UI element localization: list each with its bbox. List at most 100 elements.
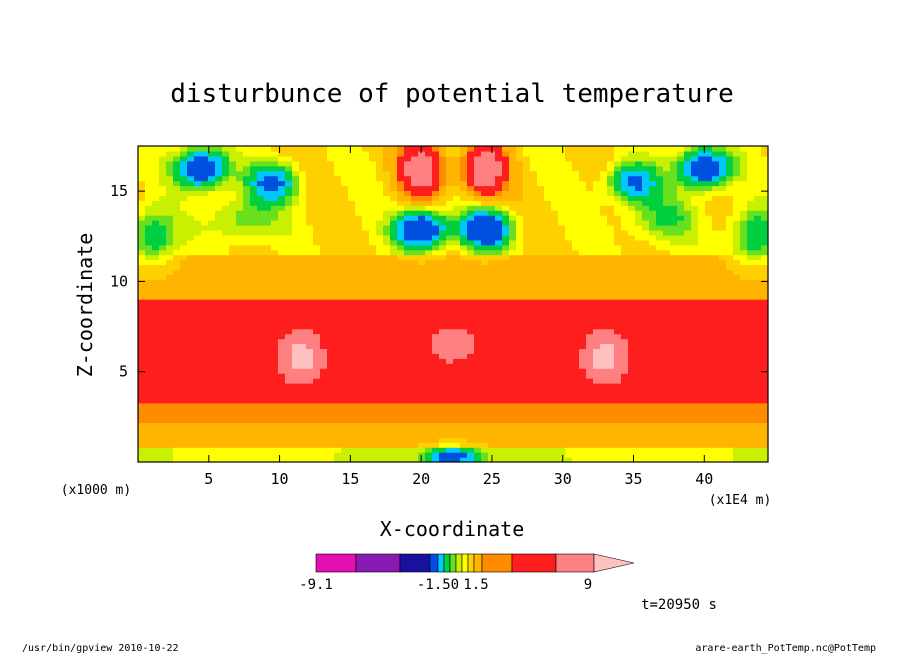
- contour-cell: [411, 368, 419, 374]
- contour-cell: [453, 427, 461, 433]
- contour-cell: [208, 333, 216, 340]
- contour-cell: [201, 259, 209, 266]
- contour-cell: [593, 442, 601, 448]
- contour-cell: [495, 387, 503, 394]
- contour-cell: [551, 373, 559, 379]
- contour-cell: [677, 442, 685, 448]
- contour-cell: [537, 383, 545, 389]
- contour-cell: [278, 146, 286, 152]
- contour-cell: [502, 343, 510, 350]
- contour-cell: [530, 363, 538, 369]
- contour-cell: [215, 249, 223, 256]
- contour-cell: [306, 150, 314, 157]
- contour-cell: [523, 155, 531, 162]
- contour-cell: [530, 279, 538, 285]
- contour-cell: [201, 397, 209, 404]
- contour-cell: [607, 323, 615, 330]
- contour-cell: [334, 412, 342, 419]
- contour-cell: [537, 392, 545, 399]
- contour-cell: [334, 279, 342, 285]
- contour-cell: [320, 412, 328, 419]
- contour-cell: [670, 358, 678, 364]
- contour-cell: [194, 205, 202, 211]
- contour-cell: [397, 146, 405, 152]
- contour-cell: [376, 373, 384, 379]
- contour-cell: [488, 195, 496, 201]
- contour-cell: [145, 205, 153, 211]
- contour-cell: [348, 392, 356, 399]
- contour-cell: [537, 294, 545, 300]
- contour-cell: [397, 200, 405, 206]
- contour-cell: [649, 190, 657, 196]
- contour-cell: [446, 313, 454, 320]
- contour-cell: [495, 397, 503, 404]
- contour-cell: [362, 437, 370, 443]
- contour-cell: [572, 200, 580, 206]
- contour-cell: [551, 308, 559, 315]
- contour-cell: [180, 392, 188, 399]
- contour-cell: [320, 333, 328, 340]
- contour-cell: [509, 299, 517, 305]
- contour-cell: [236, 402, 244, 409]
- contour-cell: [222, 432, 230, 438]
- contour-cell: [635, 383, 643, 389]
- contour-cell: [236, 185, 244, 192]
- contour-cell: [642, 200, 650, 206]
- contour-cell: [187, 220, 195, 226]
- contour-cell: [257, 180, 265, 187]
- contour-cell: [397, 368, 405, 374]
- contour-cell: [593, 170, 601, 177]
- contour-cell: [320, 387, 328, 394]
- contour-cell: [236, 358, 244, 364]
- contour-cell: [327, 378, 335, 384]
- contour-cell: [264, 318, 272, 325]
- contour-cell: [348, 195, 356, 201]
- contour-cell: [537, 442, 545, 448]
- contour-cell: [558, 284, 566, 290]
- contour-cell: [677, 343, 685, 350]
- contour-cell: [334, 289, 342, 295]
- contour-cell: [432, 200, 440, 206]
- contour-cell: [530, 333, 538, 340]
- contour-cell: [663, 417, 671, 424]
- contour-cell: [467, 383, 475, 389]
- contour-cell: [257, 225, 265, 231]
- contour-cell: [341, 185, 349, 192]
- contour-cell: [502, 299, 510, 305]
- contour-cell: [460, 368, 468, 374]
- contour-cell: [334, 442, 342, 448]
- contour-cell: [663, 220, 671, 226]
- contour-cell: [390, 437, 398, 443]
- contour-cell: [586, 146, 594, 152]
- contour-cell: [628, 392, 636, 399]
- contour-cell: [383, 378, 391, 384]
- contour-cell: [593, 185, 601, 192]
- contour-cell: [145, 358, 153, 364]
- contour-cell: [411, 190, 419, 196]
- contour-cell: [187, 195, 195, 201]
- contour-cell: [558, 160, 566, 167]
- contour-cell: [243, 274, 251, 280]
- contour-cell: [502, 323, 510, 330]
- contour-cell: [516, 254, 524, 261]
- contour-cell: [159, 452, 167, 458]
- contour-cell: [145, 313, 153, 320]
- contour-cell: [250, 220, 258, 226]
- contour-cell: [600, 318, 608, 325]
- contour-cell: [439, 422, 447, 429]
- contour-cell: [166, 150, 174, 157]
- contour-cell: [656, 304, 664, 310]
- contour-cell: [544, 249, 552, 256]
- contour-cell: [180, 383, 188, 389]
- contour-cell: [145, 294, 153, 300]
- contour-cell: [285, 195, 293, 201]
- contour-cell: [628, 318, 636, 325]
- contour-cell: [145, 387, 153, 394]
- contour-cell: [201, 338, 209, 345]
- contour-cell: [313, 452, 321, 458]
- contour-cell: [649, 185, 657, 192]
- contour-cell: [635, 239, 643, 246]
- contour-cell: [320, 457, 328, 462]
- contour-cell: [425, 279, 433, 285]
- contour-cell: [551, 279, 559, 285]
